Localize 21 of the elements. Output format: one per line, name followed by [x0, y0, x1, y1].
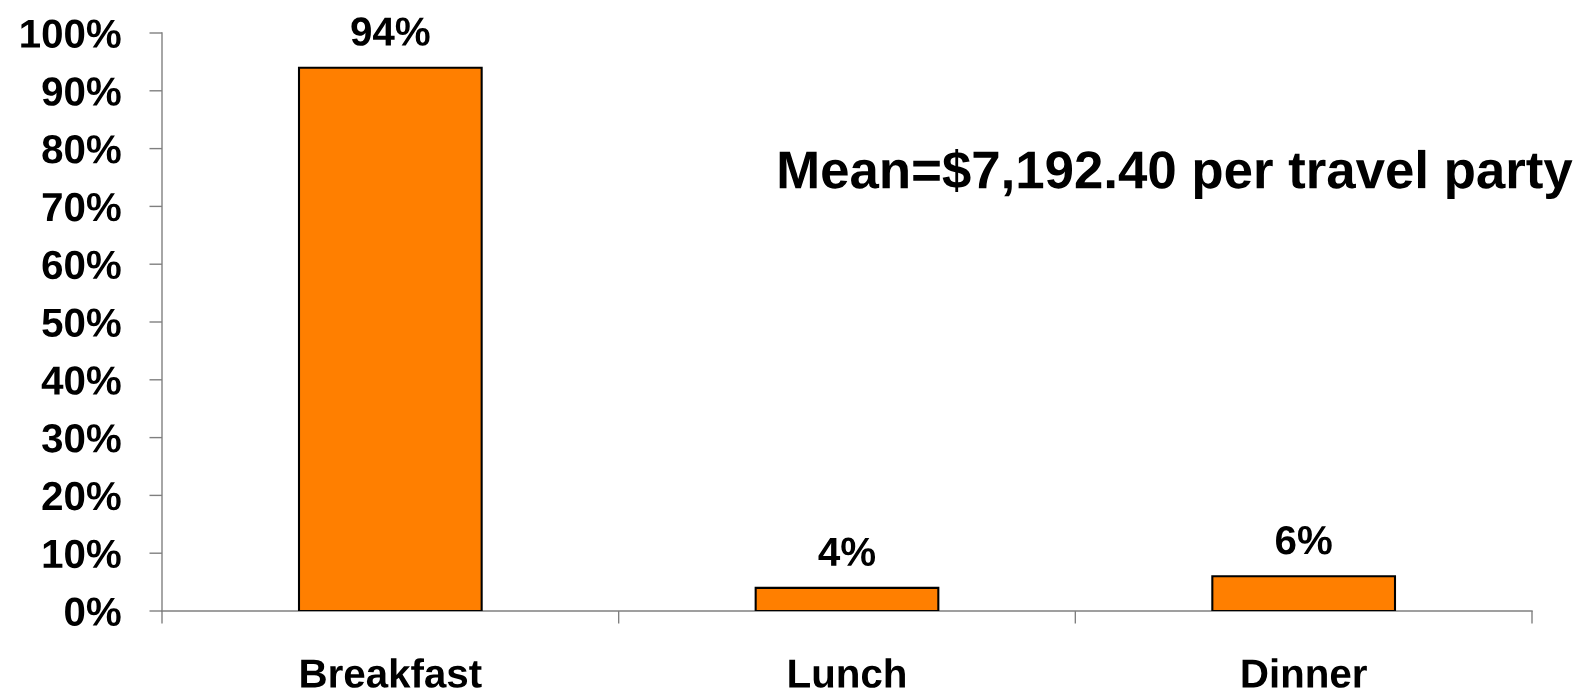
x-tick-label: Dinner — [1242, 658, 1367, 688]
y-tick-label: 10% — [43, 539, 121, 569]
y-tick-label: 40% — [41, 366, 121, 395]
bar — [1211, 575, 1397, 611]
y-tick-label: 60% — [42, 250, 121, 280]
y-tick-label: 80% — [42, 135, 121, 164]
x-tick-label: Lunch — [789, 658, 905, 688]
y-tick-label: 70% — [42, 192, 121, 222]
data-label: 94% — [351, 17, 430, 46]
y-tick-label: 20% — [42, 481, 121, 511]
y-tick-label: 50% — [42, 308, 121, 337]
bar — [297, 66, 483, 611]
bar — [754, 586, 940, 611]
data-label: 4% — [818, 537, 876, 566]
annotation: Mean=$7,192.40 per travel party — [779, 148, 1573, 200]
y-tick-label: 100% — [21, 19, 121, 48]
data-label: 6% — [1276, 525, 1332, 555]
y-tick-label: 0% — [65, 597, 121, 626]
y-tick-label: 90% — [42, 77, 121, 106]
y-tick-label: 30% — [42, 424, 121, 453]
x-tick-label: Breakfast — [301, 658, 482, 688]
